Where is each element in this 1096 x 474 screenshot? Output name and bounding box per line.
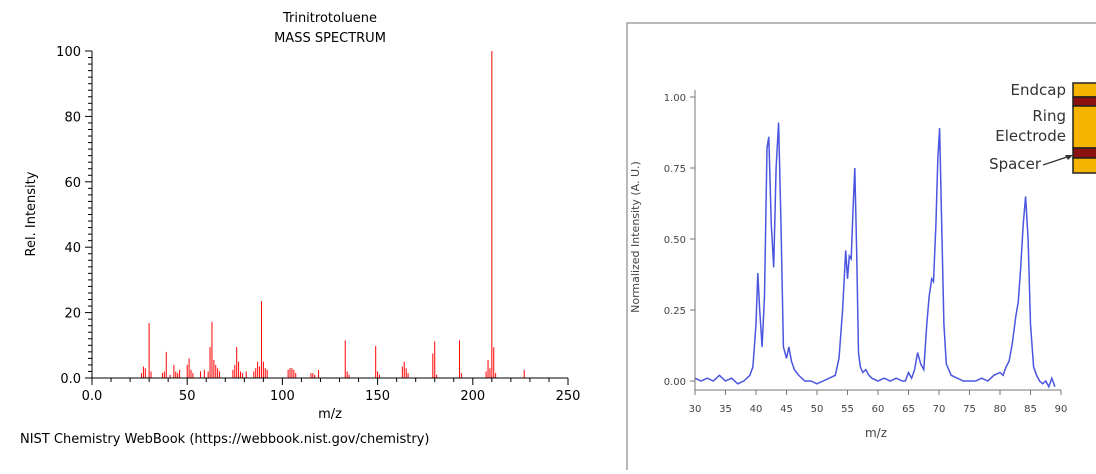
x-tick-label: 250 <box>556 389 581 404</box>
x-tick-label: 55 <box>841 404 854 415</box>
x-tick-label: 150 <box>365 389 390 404</box>
x-tick-label: 200 <box>460 389 485 404</box>
x-tick-label: 85 <box>1024 404 1037 415</box>
x-tick-label: 35 <box>719 404 732 415</box>
x-tick-label: 30 <box>689 404 702 415</box>
y-tick-label: 0.75 <box>664 164 686 175</box>
x-tick-label: 50 <box>811 404 824 415</box>
normalized-spectrum-chart: 30 35 40 45 50 55 60 65 70 75 80 85 90 0.00 0.25 0.50 0.… <box>626 22 1096 474</box>
y-tick-label: 80 <box>64 110 81 125</box>
y-tick-label: 20 <box>64 307 81 322</box>
y-tick-label: 0.50 <box>664 235 686 246</box>
y-tick-label: 100 <box>56 45 81 60</box>
x-tick-label: 50 <box>179 389 196 404</box>
x-tick-label: 0.0 <box>82 389 103 404</box>
x-tick-label: 65 <box>902 404 915 415</box>
nist-spectrum-chart: Trinitrotoluene MASS SPECTRUM 0.0 50 100 15… <box>20 11 581 447</box>
spacer-layer <box>1072 147 1096 159</box>
y-tick-label: 0.00 <box>664 377 686 388</box>
y-tick-label: 1.00 <box>664 93 686 104</box>
y-axis-label: Rel. Intensity <box>24 171 39 256</box>
series-line <box>694 122 1056 389</box>
y-tick-label: 40 <box>64 241 81 256</box>
x-tick-label: 45 <box>780 404 793 415</box>
nist-spectrum-panel: Trinitrotoluene MASS SPECTRUM 0.0 50 100 15… <box>20 11 581 447</box>
figure-border <box>626 22 1096 474</box>
x-tick-label: 100 <box>270 389 295 404</box>
chart-subtitle: MASS SPECTRUM <box>274 31 386 46</box>
chart-title: Trinitrotoluene <box>282 11 377 26</box>
x-tick-label: 70 <box>933 404 946 415</box>
spacer-pointer-arrow <box>1042 155 1071 166</box>
electrode-diagram: Endcap Ring Electrode Spacer <box>989 81 1096 174</box>
y-tick-label: 0.0 <box>60 372 81 387</box>
x-tick-label: 40 <box>750 404 763 415</box>
normalized-spectrum-panel: 30 35 40 45 50 55 60 65 70 75 80 85 90 0.00 0.25 0.50 0.… <box>612 0 1096 474</box>
bottom-endcap-layer <box>1072 157 1096 174</box>
x-axis-label: m/z <box>865 426 887 440</box>
endcap-label: Endcap <box>1011 81 1066 99</box>
ring-electrode-layer <box>1072 105 1096 149</box>
ring-label: Ring <box>1032 107 1066 125</box>
x-tick-label: 80 <box>994 404 1007 415</box>
source-footer: NIST Chemistry WebBook (https://webbook.… <box>20 432 430 447</box>
y-axis-label: Normalized Intensity (A. U.) <box>629 161 642 313</box>
spacer-pointer-arrowhead <box>1065 155 1073 160</box>
endcap-layer <box>1072 82 1096 98</box>
y-tick-label: 60 <box>64 176 81 191</box>
x-axis-label: m/z <box>318 407 342 422</box>
x-tick-label: 60 <box>872 404 885 415</box>
x-tick-label: 75 <box>963 404 976 415</box>
y-tick-label: 0.25 <box>664 306 686 317</box>
electrode-label: Electrode <box>995 127 1066 145</box>
spacer-label: Spacer <box>989 155 1042 173</box>
x-tick-label: 90 <box>1055 404 1068 415</box>
endcap-spacer-layer <box>1072 96 1096 107</box>
